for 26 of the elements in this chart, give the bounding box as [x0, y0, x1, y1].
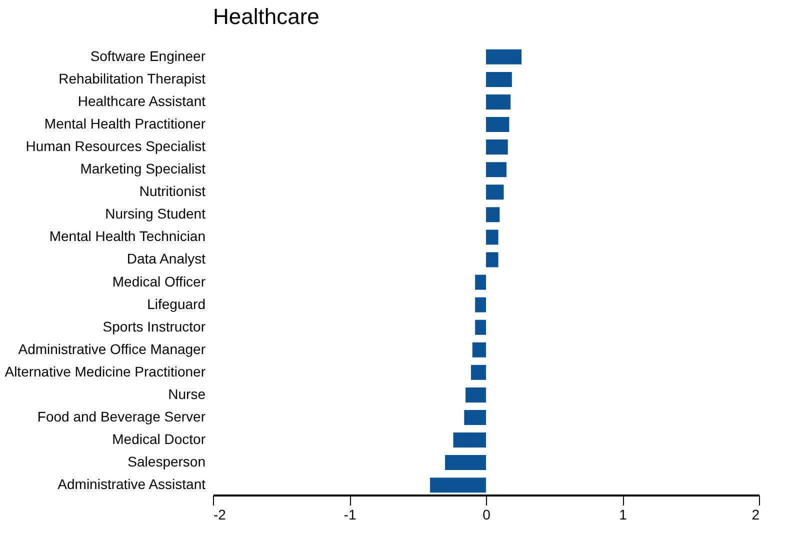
y-tick-label: Mental Health Technician	[49, 228, 206, 244]
y-tick-label: Human Resources Specialist	[26, 138, 206, 154]
y-tick-label: Medical Doctor	[112, 431, 206, 448]
y-tick-label: Food and Beverage Server	[37, 408, 206, 424]
y-tick-label: Rehabilitation Therapist	[58, 70, 206, 86]
y-tick-label: Medical Officer	[112, 273, 206, 290]
x-tick-label: 1	[619, 506, 628, 522]
y-tick-label: Nurse	[168, 386, 206, 402]
y-tick-label: Software Engineer	[90, 48, 206, 64]
y-tick-label: Salesperson	[128, 454, 206, 470]
y-tick-label: Nutritionist	[139, 183, 206, 200]
y-tick-label: Administrative Assistant	[58, 476, 206, 492]
y-tick-label: Healthcare Assistant	[78, 92, 206, 109]
y-tick-label: Alternative Medicine Practitioner	[4, 363, 206, 380]
y-tick-label: Mental Health Practitioner	[44, 116, 206, 132]
y-tick-label: Lifeguard	[147, 296, 206, 312]
x-tick-label: 2	[752, 506, 760, 522]
x-tick-label: 0	[482, 506, 491, 522]
y-tick-label: Sports Instructor	[102, 318, 206, 334]
y-tick-label: Administrative Office Manager	[18, 340, 206, 357]
x-tick-label: -2	[214, 506, 226, 522]
y-tick-label: Marketing Specialist	[80, 160, 206, 177]
y-tick-label: Nursing Student	[105, 206, 206, 222]
x-tick-label: -1	[344, 506, 356, 522]
chart-title: Healthcare	[213, 4, 320, 29]
y-tick-label: Data Analyst	[126, 250, 206, 267]
